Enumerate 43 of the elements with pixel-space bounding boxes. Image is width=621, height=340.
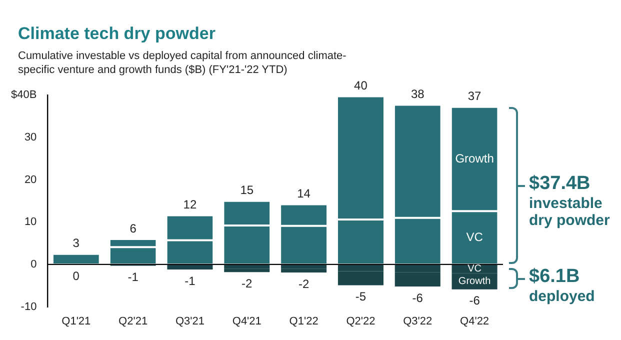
annotation: 14 (297, 186, 311, 201)
bar (167, 266, 213, 270)
y-tick-label: -10 (20, 300, 37, 313)
y-tick-label: 20 (24, 174, 37, 186)
x-tick-label: Q4'22 (460, 315, 490, 328)
x-tick-label: Q3'21 (175, 315, 204, 328)
x-tick-label: Q1'22 (289, 315, 318, 328)
annotation: -1 (184, 274, 196, 288)
text: $37.4B (529, 172, 590, 195)
x-tick-label: Q3'22 (403, 315, 432, 328)
annotation: 6 (130, 221, 137, 236)
x-tick-label: Q4'21 (232, 315, 262, 328)
annotation: -1 (128, 270, 139, 284)
annotation: 15 (240, 183, 254, 198)
annotation: -5 (355, 290, 366, 304)
y-tick-label: 0 (30, 258, 37, 270)
series-label: Growth (458, 276, 491, 288)
x-tick-label: Q2'22 (346, 315, 376, 328)
y-tick-label: 10 (24, 216, 37, 228)
y-tick-label: 30 (24, 131, 37, 144)
annotation: -2 (242, 276, 253, 290)
x-tick-label: Q2'21 (118, 315, 148, 328)
annotation: 0 (72, 268, 80, 283)
chart-subtitle: Cumulative investable vs deployed capital from announced climate-specific venture and growth funds ($B) (FY'21-'22 YTD) (18, 49, 348, 77)
bar (281, 268, 327, 272)
annotation: 40 (354, 78, 368, 93)
series-label: Growth (455, 151, 494, 166)
text: investable dry powder (529, 194, 611, 229)
annotation: -2 (298, 276, 310, 291)
annotation: 3 (72, 236, 80, 250)
annotation: 38 (410, 87, 425, 102)
annotation: 37 (468, 89, 482, 104)
series-label: VC (468, 264, 482, 275)
x-tick-label: Q1'21 (62, 315, 91, 328)
annotation: -6 (469, 294, 480, 308)
text: deployed (529, 288, 596, 305)
annotation: -6 (412, 290, 424, 305)
series-label: VC (466, 230, 484, 244)
chart-title: Climate tech dry powder (18, 24, 216, 44)
y-tick-label: $40B (10, 89, 37, 102)
text: $6.1B (529, 266, 580, 288)
bar (224, 268, 270, 272)
annotation: 12 (183, 198, 197, 212)
